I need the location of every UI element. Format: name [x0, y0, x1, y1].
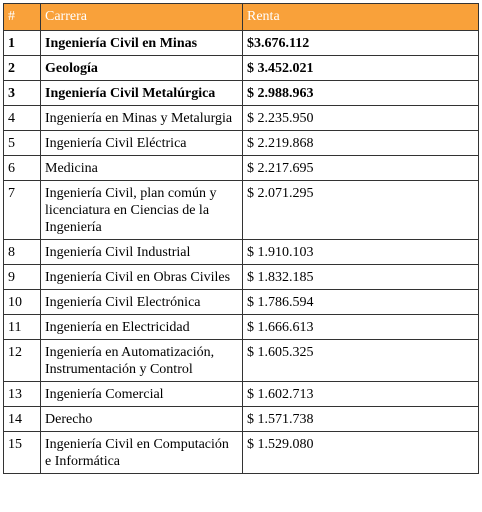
income-cell: $ 2.071.295 [242, 180, 479, 240]
rank-cell: 14 [3, 406, 41, 432]
income-cell: $ 1.571.738 [242, 406, 479, 432]
income-cell: $ 2.235.950 [242, 105, 479, 131]
rank-cell: 5 [3, 130, 41, 156]
table-row: 2 Geología $ 3.452.021 [3, 55, 479, 81]
header-cell: # [3, 3, 41, 31]
career-cell: Ingeniería Civil en Minas [40, 30, 243, 56]
income-cell: $ 1.786.594 [242, 289, 479, 315]
rank-cell: 12 [3, 339, 41, 382]
career-cell: Ingeniería Civil en Computación e Inform… [40, 431, 243, 474]
rank-cell: 7 [3, 180, 41, 240]
table-row: 15 Ingeniería Civil en Computación e Info… [3, 431, 479, 474]
table-row: 5 Ingeniería Civil Eléctrica $ 2.219.868 [3, 130, 479, 156]
career-cell: Derecho [40, 406, 243, 432]
rank-cell: 8 [3, 239, 41, 265]
table-row: 6 Medicina $ 2.217.695 [3, 155, 479, 181]
career-cell: Ingeniería en Minas y Metalurgia [40, 105, 243, 131]
career-cell: Ingeniería Civil Eléctrica [40, 130, 243, 156]
income-cell: $ 1.666.613 [242, 314, 479, 340]
career-cell: Medicina [40, 155, 243, 181]
rank-cell: 10 [3, 289, 41, 315]
income-cell: $ 2.217.695 [242, 155, 479, 181]
header-row: # Carrera Renta [3, 3, 479, 31]
career-cell: Ingeniería Civil Industrial [40, 239, 243, 265]
income-cell: $ 1.910.103 [242, 239, 479, 265]
rank-cell: 4 [3, 105, 41, 131]
rank-cell: 13 [3, 381, 41, 407]
table-row: 3 Ingeniería Civil Metalúrgica $ 2.988.963 [3, 80, 479, 106]
rank-cell: 1 [3, 30, 41, 56]
rank-cell: 9 [3, 264, 41, 290]
income-cell: $ 2.219.868 [242, 130, 479, 156]
table-row: 11 Ingeniería en Electricidad $ 1.666.613 [3, 314, 479, 340]
table-row: 8 Ingeniería Civil Industrial $ 1.910.103 [3, 239, 479, 265]
rank-cell: 2 [3, 55, 41, 81]
income-cell: $ 1.529.080 [242, 431, 479, 474]
table-row: 4 Ingeniería en Minas y Metalurgia $ 2.235… [3, 105, 479, 131]
career-cell: Ingeniería en Automatización, Instrument… [40, 339, 243, 382]
table-row: 7 Ingeniería Civil, plan común y licencia… [3, 180, 479, 240]
career-cell: Geología [40, 55, 243, 81]
career-cell: Ingeniería en Electricidad [40, 314, 243, 340]
career-cell: Ingeniería Civil, plan común y licenciat… [40, 180, 243, 240]
career-cell: Ingeniería Civil Metalúrgica [40, 80, 243, 106]
table-row: 14 Derecho $ 1.571.738 [3, 406, 479, 432]
table-row: 13 Ingeniería Comercial $ 1.602.713 [3, 381, 479, 407]
income-cell: $ 1.832.185 [242, 264, 479, 290]
rank-cell: 15 [3, 431, 41, 474]
income-cell: $ 3.452.021 [242, 55, 479, 81]
ranking-table: # Carrera Renta 1 Ingeniería Civil en Min… [3, 3, 479, 474]
table-row: 1 Ingeniería Civil en Minas $3.676.112 [3, 30, 479, 56]
table-row: 10 Ingeniería Civil Electrónica $ 1.786.59… [3, 289, 479, 315]
career-cell: Ingeniería Civil en Obras Civiles [40, 264, 243, 290]
table-row: 9 Ingeniería Civil en Obras Civiles $ 1.83… [3, 264, 479, 290]
income-cell: $ 2.988.963 [242, 80, 479, 106]
career-cell: Ingeniería Comercial [40, 381, 243, 407]
rank-cell: 3 [3, 80, 41, 106]
rank-cell: 11 [3, 314, 41, 340]
income-cell: $ 1.605.325 [242, 339, 479, 382]
income-cell: $3.676.112 [242, 30, 479, 56]
table-row: 12 Ingeniería en Automatización, Instrume… [3, 339, 479, 382]
rank-cell: 6 [3, 155, 41, 181]
header-cell: Carrera [40, 3, 243, 31]
career-cell: Ingeniería Civil Electrónica [40, 289, 243, 315]
header-cell: Renta [242, 3, 479, 31]
income-cell: $ 1.602.713 [242, 381, 479, 407]
table-body: 1 Ingeniería Civil en Minas $3.676.112 2 Geo… [3, 30, 479, 474]
